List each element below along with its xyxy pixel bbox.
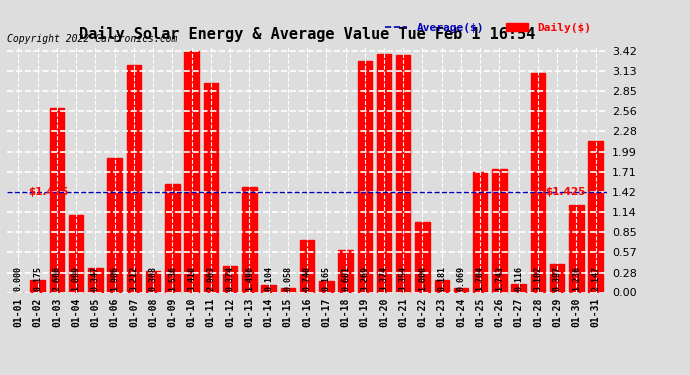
Text: 0.601: 0.601 — [341, 266, 350, 291]
Text: 0.347: 0.347 — [91, 266, 100, 291]
Text: $1.425: $1.425 — [28, 187, 68, 197]
Bar — [319, 281, 333, 292]
Title: Daily Solar Energy & Average Value Tue Feb 1 16:54: Daily Solar Energy & Average Value Tue F… — [79, 27, 535, 42]
Text: 0.748: 0.748 — [302, 266, 312, 291]
Text: 0.165: 0.165 — [322, 266, 331, 291]
Text: 1.536: 1.536 — [168, 266, 177, 291]
Text: 3.418: 3.418 — [187, 266, 196, 291]
Bar — [454, 288, 469, 292]
Text: Copyright 2022 Cartronics.com: Copyright 2022 Cartronics.com — [7, 34, 177, 44]
Bar — [357, 62, 372, 292]
Text: 3.354: 3.354 — [399, 266, 408, 291]
Text: 3.102: 3.102 — [533, 266, 542, 291]
Text: 0.308: 0.308 — [148, 266, 157, 291]
Bar — [492, 169, 506, 292]
Bar — [589, 141, 603, 292]
Text: 0.181: 0.181 — [437, 266, 446, 291]
Bar — [88, 268, 103, 292]
Bar — [242, 187, 257, 292]
Bar — [127, 65, 141, 292]
Text: 0.058: 0.058 — [284, 266, 293, 291]
Text: 0.069: 0.069 — [457, 266, 466, 291]
Text: 1.099: 1.099 — [72, 266, 81, 291]
Bar — [281, 288, 295, 292]
Legend: Average($), Daily($): Average($), Daily($) — [381, 18, 595, 37]
Bar — [146, 271, 160, 292]
Bar — [550, 264, 564, 292]
Bar — [435, 280, 449, 292]
Text: 3.374: 3.374 — [380, 266, 388, 291]
Bar — [511, 284, 526, 292]
Bar — [531, 73, 545, 292]
Text: 0.175: 0.175 — [33, 266, 42, 291]
Bar — [69, 215, 83, 292]
Bar — [300, 240, 314, 292]
Bar — [108, 158, 122, 292]
Text: 2.963: 2.963 — [206, 266, 215, 291]
Bar — [262, 285, 276, 292]
Text: 1.704: 1.704 — [475, 266, 484, 291]
Bar — [377, 54, 391, 292]
Text: 2.147: 2.147 — [591, 266, 600, 291]
Bar — [415, 222, 430, 292]
Bar — [223, 266, 237, 292]
Bar — [165, 184, 179, 292]
Bar — [30, 280, 45, 292]
Bar — [338, 250, 353, 292]
Text: 1.496: 1.496 — [245, 266, 254, 291]
Bar — [204, 83, 218, 292]
Text: 0.116: 0.116 — [514, 266, 523, 291]
Text: 3.269: 3.269 — [360, 266, 369, 291]
Bar — [50, 108, 64, 292]
Text: 1.000: 1.000 — [418, 266, 427, 291]
Text: 3.212: 3.212 — [130, 266, 139, 291]
Text: 1.906: 1.906 — [110, 266, 119, 291]
Text: 1.743: 1.743 — [495, 266, 504, 291]
Bar — [396, 56, 411, 292]
Bar — [569, 205, 584, 292]
Text: 0.374: 0.374 — [226, 266, 235, 291]
Text: 1.236: 1.236 — [572, 266, 581, 291]
Text: $1.425: $1.425 — [546, 187, 586, 197]
Text: 0.104: 0.104 — [264, 266, 273, 291]
Bar — [184, 51, 199, 292]
Bar — [473, 172, 487, 292]
Text: 2.606: 2.606 — [52, 266, 61, 291]
Text: 0.000: 0.000 — [14, 266, 23, 291]
Text: 0.397: 0.397 — [553, 266, 562, 291]
